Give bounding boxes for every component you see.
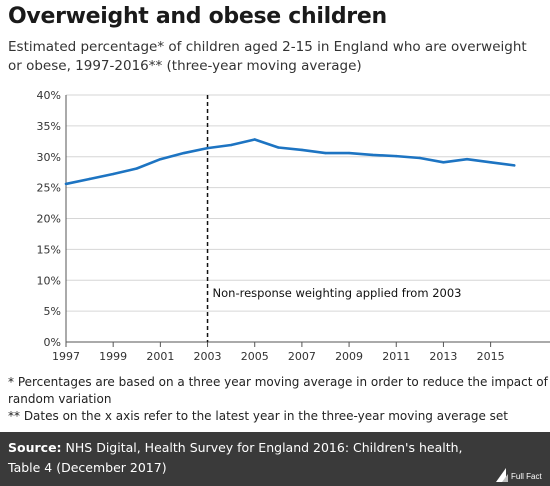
data-point [465,158,469,161]
data-point [182,151,186,155]
data-point [324,151,327,155]
source-text: NHS Digital, Health Survey for England 2… [8,440,463,475]
gridlines [65,94,550,343]
data-point [513,164,516,167]
y-tick-label: 5% [44,305,61,318]
series-layer [64,138,516,186]
annotation-label: Non-response weighting applied from 2003 [213,286,462,300]
data-point [418,156,422,160]
data-point [229,143,233,147]
x-tick-label: 2009 [335,350,363,363]
chart-subtitle: Estimated percentage* of children aged 2… [8,39,527,74]
data-point [371,153,374,157]
data-point [135,167,138,170]
data-point [88,177,91,181]
footnote-2: ** Dates on the x axis refer to the late… [8,409,509,423]
data-point [159,158,162,161]
y-tick-label: 25% [37,182,61,195]
x-tick-label: 2007 [288,350,316,363]
annotation: Non-response weighting applied from 2003 [206,95,462,342]
x-tick-label: 2011 [382,350,410,363]
series-line [64,138,516,186]
x-tick-label: 2013 [429,350,457,363]
x-tick-label: 2005 [241,350,269,363]
data-point [442,161,445,164]
line-chart: 0% 5% 10% 15% 20% 25% 30% 35% 40% 1997 1999 2001 20… [37,89,550,363]
data-point [111,172,115,176]
source-label: Source: [8,440,62,455]
data-point [300,148,304,152]
data-point [206,146,209,150]
y-tick-label: 30% [37,151,61,164]
y-tick-label: 20% [37,213,61,226]
y-tick-label: 35% [37,120,61,133]
x-tick-label: 1997 [52,350,80,363]
source-bar: Source: NHS Digital, Health Survey for E… [0,432,550,486]
x-tick-label: 2001 [146,350,174,363]
data-point [489,161,492,164]
data-point [347,151,351,155]
x-tick-label: 2003 [194,350,222,363]
full-fact-logo-icon: Full Fact [496,468,542,482]
footnotes: * Percentages are based on a three year … [8,374,548,425]
footnote-1: * Percentages are based on a three year … [8,375,548,406]
data-point [64,182,68,186]
page-title: Overweight and obese children [8,4,387,29]
data-point [277,146,280,149]
y-tick-label: 40% [37,89,61,102]
data-point [395,154,398,158]
x-tick-label: 2015 [477,350,505,363]
data-point [253,138,256,141]
logo-text: Full Fact [511,472,542,481]
x-tick-label: 1999 [99,350,127,363]
x-axis-ticks: 1997 1999 2001 2003 2005 2007 2009 2011 2013 2015 [52,342,505,363]
y-tick-label: 10% [37,274,61,287]
y-axis-ticks: 0% 5% 10% 15% 20% 25% 30% 35% 40% [37,89,61,349]
y-tick-label: 0% [44,336,61,349]
y-tick-label: 15% [37,243,61,256]
